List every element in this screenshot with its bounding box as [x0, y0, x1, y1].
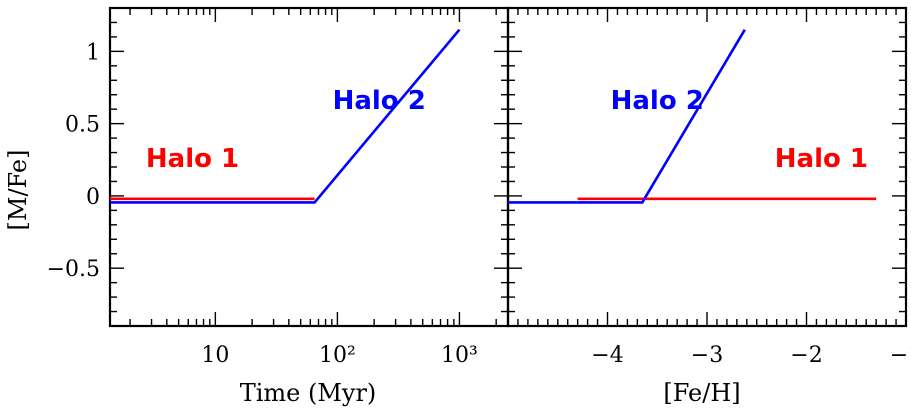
y-axis-label: [M/Fe]: [4, 150, 32, 231]
y-tick-label: −0.5: [47, 257, 100, 282]
x-axis-label-feh: [Fe/H]: [663, 379, 740, 407]
y-tick-label: 1: [86, 40, 100, 65]
y-tick-label: 0: [86, 185, 100, 210]
y-tick-label: 0.5: [65, 113, 100, 138]
x-axis-label-time: Time (Myr): [240, 379, 377, 407]
series-label-halo-2: Halo 2: [333, 86, 426, 116]
x-tick-label: −1: [890, 343, 911, 368]
series-label-halo-1: Halo 1: [775, 144, 868, 174]
x-tick-label: −3: [691, 343, 723, 368]
right-panel: −4 −3 −2 −1 Halo 1 Halo 2: [506, 6, 911, 368]
x-tick-label: −2: [790, 343, 822, 368]
x-tick-label: 10: [201, 343, 229, 368]
series-line-halo-2: [508, 29, 746, 204]
x-tick-label: −4: [591, 343, 623, 368]
left-panel: 10 10² 10³ −0.5 0 0.5 1 Halo 1 Halo 2: [47, 6, 510, 368]
series-label-halo-1: Halo 1: [146, 144, 239, 174]
series-label-halo-2: Halo 2: [611, 86, 704, 116]
x-tick-label: 10³: [441, 343, 478, 368]
x-tick-label: 10²: [319, 343, 356, 368]
series-line-halo-2: [110, 28, 461, 204]
